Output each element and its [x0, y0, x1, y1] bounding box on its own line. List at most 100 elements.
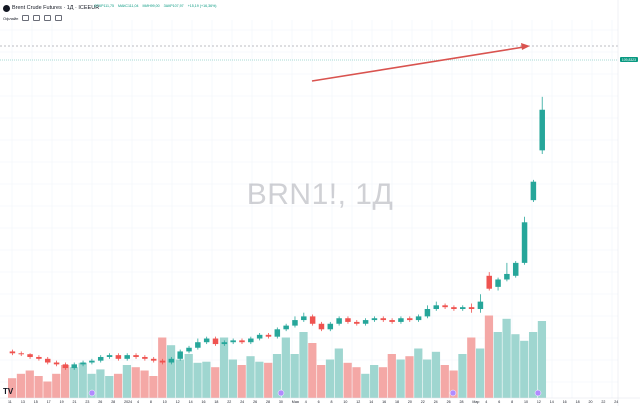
- symbol-header[interactable]: Brent Crude Futures · 1Д · ICEEUR: [3, 3, 99, 13]
- candle-body: [512, 262, 519, 276]
- volume-bar: [184, 354, 193, 398]
- time-axis-label: 24: [240, 400, 244, 404]
- volume-bar: [493, 332, 502, 398]
- candle-body: [486, 275, 492, 289]
- event-marker-icon: [449, 389, 457, 397]
- time-axis-label: 26: [253, 400, 257, 404]
- candle-body: [442, 305, 448, 308]
- time-axis-label: 6: [318, 400, 320, 404]
- volume-bar: [317, 365, 326, 398]
- volume-bar: [96, 369, 105, 398]
- time-axis-label: 30: [279, 400, 283, 404]
- volume-bar: [405, 356, 414, 398]
- candle-body: [415, 316, 422, 321]
- time-axis-label: 24: [434, 400, 438, 404]
- tradingview-logo-icon[interactable]: TV: [3, 387, 14, 396]
- candle-body: [71, 364, 77, 369]
- candle-body: [433, 305, 440, 310]
- volume-bar: [528, 332, 538, 398]
- volume-bar: [69, 367, 79, 398]
- time-axis-label: 19: [60, 400, 64, 404]
- volume-bar: [352, 367, 361, 398]
- candle-body: [195, 342, 201, 348]
- trend-arrow-line: [311, 46, 525, 82]
- volume-bar: [449, 370, 458, 398]
- volume-bar: [299, 332, 308, 398]
- volume-bar: [378, 367, 388, 398]
- volume-bar: [25, 370, 34, 398]
- candle-body: [371, 318, 378, 321]
- volume-bar: [264, 362, 273, 398]
- volume-bar: [149, 376, 158, 398]
- volume-bar: [131, 367, 140, 398]
- candle-body: [27, 354, 33, 357]
- toolbar-row: Офлайн: [3, 15, 63, 21]
- volume-bar: [281, 337, 290, 398]
- time-axis-label: Мар: [472, 400, 479, 404]
- volume-bar: [228, 359, 237, 398]
- candle-body: [354, 321, 360, 324]
- time-axis-label: 20: [589, 400, 593, 404]
- volume-bar: [211, 367, 220, 398]
- volume-bar: [537, 321, 547, 398]
- candle-body: [53, 362, 60, 365]
- volume-bar: [87, 373, 96, 398]
- time-axis-label: 12: [537, 400, 541, 404]
- time-axis-label: 4: [485, 400, 487, 404]
- event-marker-icon: [534, 389, 542, 397]
- candle-body: [256, 334, 263, 339]
- close-icon[interactable]: [44, 15, 52, 21]
- volume-bar: [60, 365, 70, 398]
- candle-body: [389, 320, 395, 322]
- candle-body: [274, 329, 281, 337]
- candle-body: [495, 279, 501, 287]
- volume-bar: [175, 359, 184, 398]
- time-axis-label: 18: [576, 400, 580, 404]
- time-axis-label: 8: [511, 400, 513, 404]
- time-axis-label: 4: [305, 400, 307, 404]
- volume-bar: [113, 373, 123, 398]
- hide-icon[interactable]: [22, 15, 30, 21]
- candle-body: [451, 307, 457, 310]
- time-axis-label: 28: [111, 400, 115, 404]
- volume-bar: [370, 365, 379, 398]
- time-axis-label: 22: [227, 400, 231, 404]
- time-axis-label: 14: [369, 400, 373, 404]
- time-axis-label: 20: [408, 400, 412, 404]
- volume-bar: [511, 334, 520, 398]
- candle-body: [115, 355, 122, 359]
- ohlc-readout: ОТКР111,75 МАКС111,04 МИН99,00 ЗАКР107,9…: [94, 4, 219, 8]
- volume-bar: [34, 376, 43, 398]
- volume-bar: [272, 354, 282, 398]
- volume-bar: [158, 337, 167, 398]
- volume-bar: [458, 354, 467, 398]
- volume-bar: [396, 359, 405, 398]
- candle-body: [468, 307, 475, 310]
- symbol-watermark: BRN1!, 1Д: [246, 178, 394, 211]
- candle-body: [142, 356, 148, 359]
- time-axis-label: 10: [524, 400, 528, 404]
- volume-bar: [475, 348, 485, 398]
- time-axis-label: 21: [73, 400, 77, 404]
- time-axis-label: 12: [356, 400, 360, 404]
- candle-body: [159, 360, 166, 363]
- symbol-title[interactable]: Brent Crude Futures · 1Д · ICEEUR: [12, 5, 100, 11]
- volume-bar: [237, 365, 246, 398]
- settings-icon[interactable]: [33, 15, 41, 21]
- offline-label: Офлайн: [3, 15, 19, 21]
- time-axis-label: 12: [176, 400, 180, 404]
- more-icon[interactable]: [55, 15, 63, 21]
- volume-bar: [193, 362, 202, 398]
- volume-bar: [343, 362, 352, 398]
- candle-body: [265, 334, 272, 337]
- candle-body: [124, 355, 130, 359]
- time-axis-label: 2024: [124, 400, 132, 404]
- candle-body: [168, 358, 175, 363]
- volume-bar: [246, 356, 255, 398]
- trend-arrow-head: [521, 43, 530, 50]
- volume-bar: [219, 337, 229, 398]
- volume-bar: [105, 376, 114, 398]
- event-marker-icon: [277, 389, 285, 397]
- time-axis-label: 24: [614, 400, 618, 404]
